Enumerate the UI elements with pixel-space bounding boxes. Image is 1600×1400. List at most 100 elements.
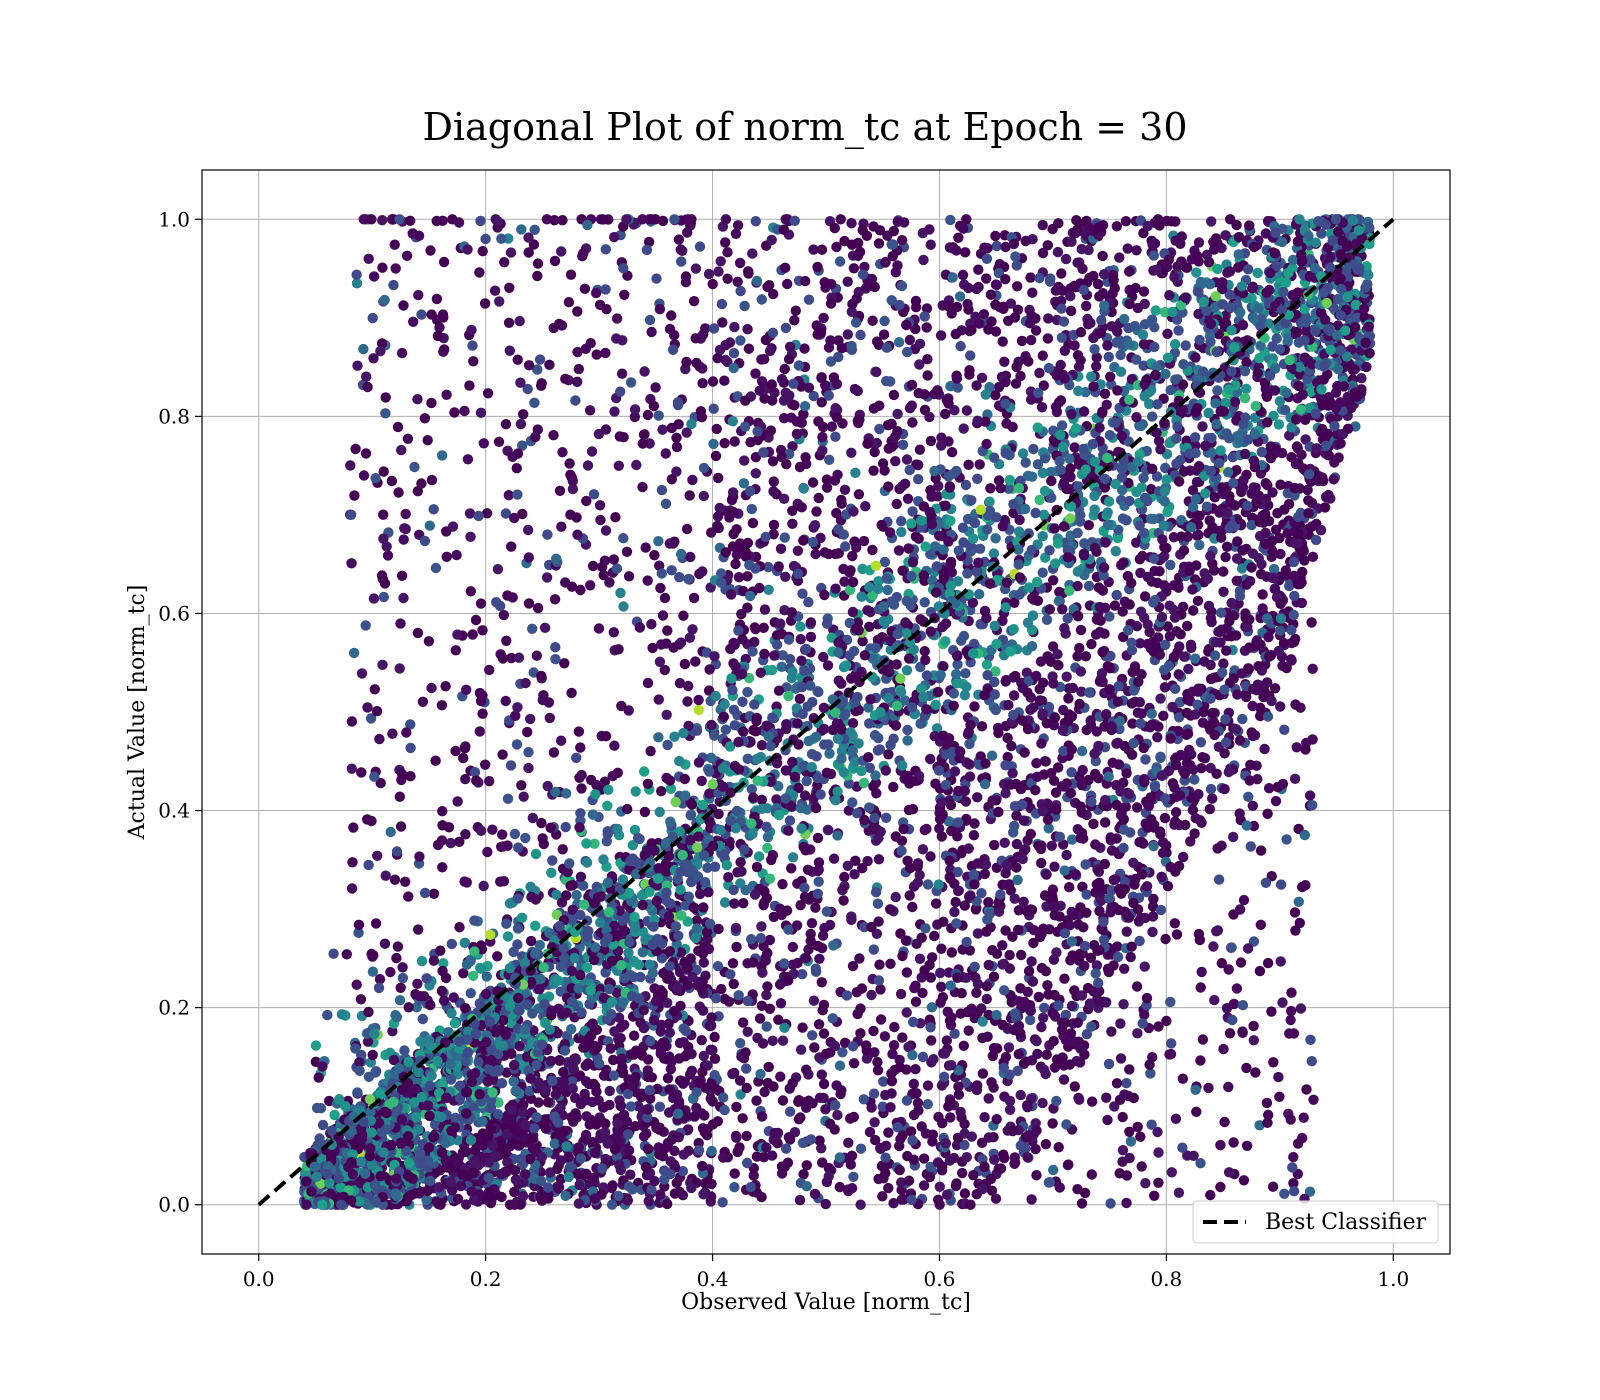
scatter-point	[826, 421, 837, 432]
scatter-point	[832, 469, 843, 480]
scatter-point	[1304, 790, 1316, 801]
scatter-point	[487, 824, 498, 835]
scatter-point	[959, 900, 970, 911]
scatter-point	[681, 427, 692, 438]
scatter-point	[1003, 483, 1014, 494]
scatter-point	[594, 500, 606, 511]
scatter-point	[834, 1181, 845, 1193]
scatter-point	[901, 454, 913, 465]
scatter-point	[976, 888, 987, 899]
scatter-point	[762, 842, 773, 854]
scatter-point	[536, 817, 547, 829]
scatter-point	[997, 336, 1008, 347]
scatter-point	[1197, 1034, 1209, 1045]
scatter-point	[885, 904, 896, 915]
scatter-point	[1083, 244, 1094, 256]
scatter-point	[751, 1151, 763, 1162]
scatter-point	[599, 776, 610, 787]
scatter-point	[687, 971, 698, 983]
scatter-point	[742, 686, 753, 698]
scatter-point	[818, 312, 829, 324]
scatter-point	[784, 815, 796, 826]
scatter-point	[1036, 857, 1047, 869]
scatter-point	[820, 380, 831, 391]
scatter-point	[735, 1038, 746, 1049]
scatter-point	[719, 897, 731, 908]
scatter-point	[756, 740, 768, 751]
scatter-point	[777, 879, 788, 890]
scatter-point	[1293, 896, 1305, 907]
scatter-point	[901, 1007, 912, 1018]
scatter-point	[990, 666, 1001, 677]
scatter-point	[872, 1065, 884, 1076]
scatter-point	[563, 297, 575, 308]
scatter-point	[378, 533, 389, 544]
scatter-point	[922, 879, 934, 890]
scatter-point	[1056, 332, 1068, 343]
scatter-point	[539, 622, 551, 633]
scatter-point	[1275, 956, 1286, 967]
scatter-point	[438, 958, 449, 969]
scatter-point	[1351, 312, 1363, 323]
scatter-point	[394, 995, 406, 1006]
scatter-point	[1036, 962, 1048, 974]
scatter-point	[784, 1106, 796, 1117]
scatter-point	[943, 816, 954, 827]
scatter-point	[741, 1130, 752, 1142]
scatter-point	[362, 702, 373, 713]
scatter-point	[1053, 595, 1065, 607]
scatter-point	[1112, 532, 1124, 544]
scatter-point	[737, 1113, 748, 1124]
scatter-point	[881, 342, 893, 353]
scatter-point	[798, 535, 809, 546]
scatter-point	[645, 1093, 656, 1104]
scatter-point	[1130, 282, 1141, 294]
scatter-point	[1076, 745, 1088, 757]
scatter-point	[599, 555, 611, 566]
scatter-point	[365, 713, 377, 724]
scatter-point	[751, 275, 763, 287]
scatter-point	[894, 1054, 905, 1066]
scatter-point	[653, 410, 664, 421]
scatter-point	[374, 974, 386, 985]
scatter-point	[362, 1036, 374, 1047]
scatter-point	[1046, 492, 1057, 503]
scatter-point	[888, 1040, 900, 1051]
scatter-point	[787, 441, 798, 452]
scatter-point	[465, 531, 476, 542]
scatter-point	[671, 432, 682, 443]
scatter-point	[831, 1080, 842, 1091]
scatter-point	[1174, 641, 1185, 652]
scatter-point	[571, 752, 582, 763]
scatter-point	[847, 718, 859, 729]
scatter-point	[1270, 524, 1282, 535]
scatter-point	[847, 606, 859, 618]
scatter-point	[1257, 589, 1268, 600]
scatter-point	[1288, 609, 1299, 621]
scatter-point	[1191, 530, 1203, 541]
scatter-point	[585, 580, 596, 591]
scatter-point	[636, 1091, 647, 1103]
scatter-point	[843, 805, 855, 816]
scatter-point	[655, 1026, 666, 1037]
scatter-point	[587, 560, 599, 572]
scatter-point	[763, 561, 774, 573]
scatter-point	[615, 587, 626, 599]
scatter-point	[871, 336, 883, 347]
scatter-point	[460, 773, 471, 785]
scatter-point	[792, 545, 804, 556]
scatter-point	[970, 904, 982, 915]
scatter-point	[693, 694, 704, 706]
scatter-point	[1248, 936, 1260, 947]
scatter-point	[914, 953, 926, 964]
scatter-point	[502, 840, 513, 851]
scatter-point	[885, 958, 896, 969]
scatter-point	[794, 693, 806, 704]
scatter-point	[775, 543, 787, 554]
scatter-point	[688, 592, 700, 604]
scatter-point	[1047, 223, 1058, 235]
scatter-point	[844, 584, 856, 596]
scatter-point	[1081, 889, 1092, 900]
scatter-point	[417, 1013, 428, 1025]
